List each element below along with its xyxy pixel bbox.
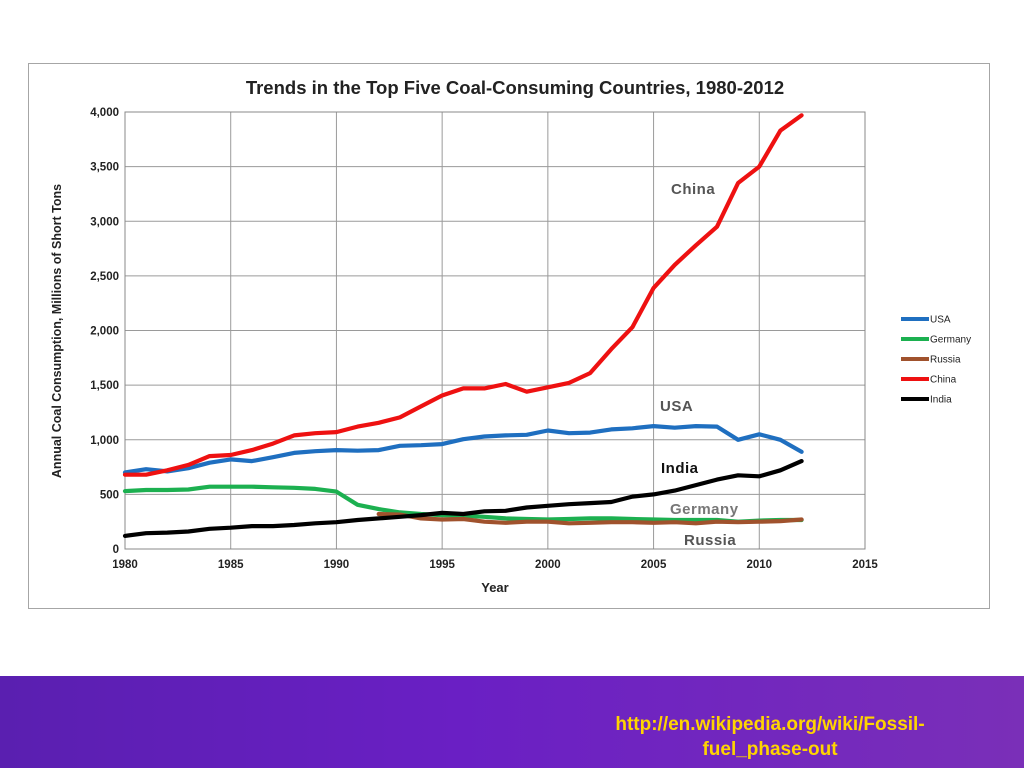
y-tick-labels: 0 500 1,000 1,500 2,000 2,500 3,000 3,500 4,000: [90, 107, 119, 556]
series-line-russia: [376, 511, 804, 526]
y-tick-label: 1,000: [90, 435, 119, 447]
annotation-india: India: [661, 460, 699, 477]
y-tick-label: 0: [113, 544, 119, 556]
y-tick-label: 500: [100, 489, 119, 501]
y-tick-label: 3,000: [90, 216, 119, 228]
coal-consumption-chart: Trends in the Top Five Coal-Consuming Co…: [50, 77, 971, 595]
annotation-germany: Germany: [670, 501, 739, 518]
legend-label-india: India: [930, 395, 952, 406]
gridlines: [124, 111, 866, 550]
footer-band: [0, 676, 1024, 768]
legend-label-russia: Russia: [930, 355, 961, 366]
source-link[interactable]: http://en.wikipedia.org/wiki/Fossil- fue…: [560, 712, 980, 762]
series-line-china: [122, 113, 804, 477]
annotation-russia: Russia: [684, 532, 736, 549]
y-tick-label: 2,500: [90, 271, 119, 283]
x-tick-label: 1985: [218, 559, 244, 571]
x-tick-label: 1995: [429, 559, 455, 571]
x-tick-label: 2005: [641, 559, 667, 571]
series-line-india: [122, 459, 804, 538]
x-tick-label: 2015: [852, 559, 878, 571]
y-tick-label: 1,500: [90, 380, 119, 392]
x-axis-label: Year: [481, 580, 508, 595]
source-link-line-2: fuel_phase-out: [702, 739, 838, 760]
series-annotations: China USA India Germany Russia: [660, 181, 739, 549]
plot-area-border: [124, 111, 866, 550]
x-tick-label: 1980: [112, 559, 138, 571]
chart-title: Trends in the Top Five Coal-Consuming Co…: [246, 77, 784, 98]
series-line-usa: [122, 424, 804, 475]
y-tick-label: 4,000: [90, 107, 119, 119]
x-tick-labels: 1980 1985 1990 1995 2000 2005 2010 2015: [112, 559, 878, 571]
x-tick-label: 1990: [324, 559, 350, 571]
y-axis-label: Annual Coal Consumption, Millions of Sho…: [50, 184, 64, 478]
y-tick-label: 3,500: [90, 162, 119, 174]
legend: USA Germany Russia China India: [901, 315, 971, 406]
legend-label-usa: USA: [930, 315, 951, 326]
chart-frame: Trends in the Top Five Coal-Consuming Co…: [28, 63, 990, 609]
source-link-line-1: http://en.wikipedia.org/wiki/Fossil-: [615, 714, 925, 735]
x-tick-label: 2000: [535, 559, 561, 571]
y-tick-label: 2,000: [90, 326, 119, 338]
x-tick-label: 2010: [746, 559, 772, 571]
series-lines: [122, 113, 804, 538]
annotation-usa: USA: [660, 398, 693, 415]
legend-label-china: China: [930, 375, 957, 386]
legend-label-germany: Germany: [930, 335, 971, 346]
annotation-china: China: [671, 181, 715, 198]
